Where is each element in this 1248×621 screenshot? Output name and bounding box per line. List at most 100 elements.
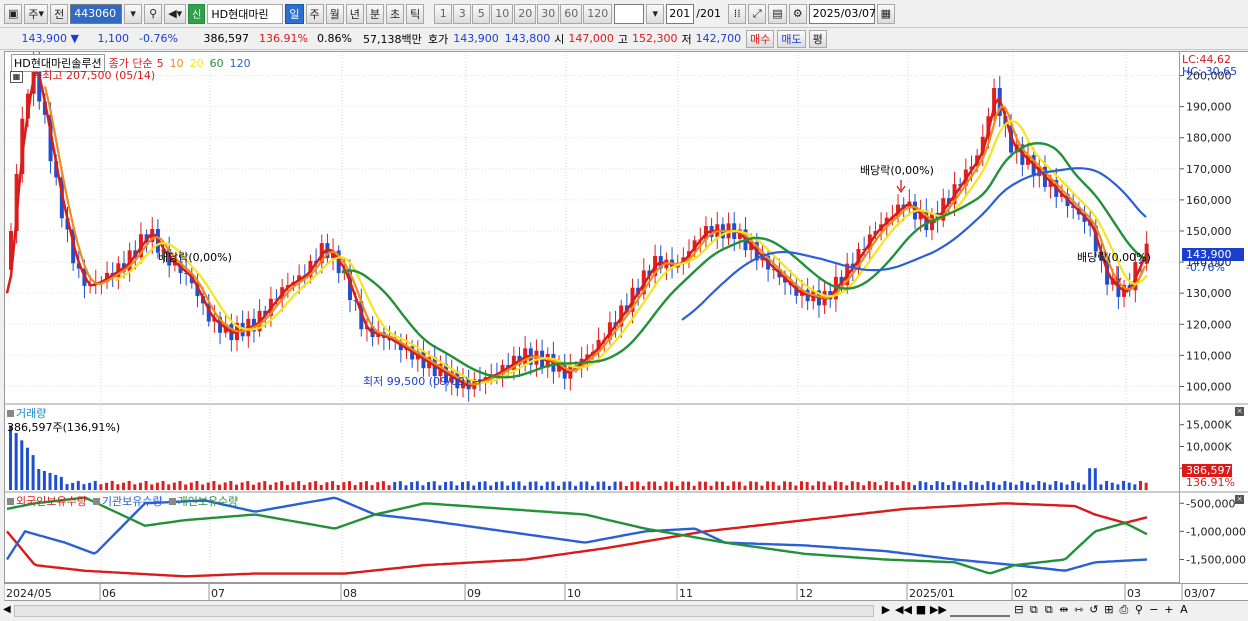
volume-bar: [924, 482, 928, 490]
panel-toggle-icon[interactable]: [7, 498, 14, 505]
interval-120[interactable]: 120: [583, 3, 613, 24]
panel-toggle-icon[interactable]: [92, 498, 100, 505]
volume-bar: [268, 484, 272, 490]
interval-5[interactable]: 5: [472, 3, 491, 24]
high-annotation: ←최고 207,500 (05/14): [33, 69, 156, 82]
grid-icon[interactable]: ⁞⁞: [728, 3, 747, 24]
chart-area[interactable]: HD현대마린솔루션 종가 단순 5 10 20 60 120 ▦ ←최고 207,500…: [4, 51, 1181, 584]
volume-bar: [71, 482, 75, 490]
y-tick-label: 150,000: [1186, 225, 1232, 238]
layout-icon[interactable]: ⊞: [1104, 603, 1114, 616]
volume-bar: [574, 485, 577, 490]
reset-icon[interactable]: ↺: [1089, 603, 1099, 616]
prev-button[interactable]: 전: [50, 3, 69, 24]
tab-0[interactable]: 일: [285, 3, 304, 24]
tab-2[interactable]: 월: [325, 3, 344, 24]
candle-body: [161, 249, 166, 253]
interval-input[interactable]: [614, 3, 645, 24]
volume-bar: [1144, 482, 1148, 490]
interval-3[interactable]: 3: [453, 3, 472, 24]
y-tick-label: 200,000: [1186, 70, 1232, 83]
volume-bar: [336, 485, 340, 490]
volume-bar: [387, 485, 391, 490]
volume-bar: [1076, 482, 1080, 490]
buy-button[interactable]: 매수: [746, 29, 775, 48]
forward-icon[interactable]: ▶▶: [929, 603, 947, 616]
chart-svg[interactable]: [5, 52, 1181, 584]
sell-button[interactable]: 매도: [777, 29, 806, 48]
gear-icon[interactable]: ⚙: [788, 3, 807, 24]
code-dropdown-icon[interactable]: ▾: [124, 3, 143, 24]
date-input[interactable]: 2025/03/07: [808, 3, 876, 24]
interval-60[interactable]: 60: [560, 3, 583, 24]
interval-dropdown-icon[interactable]: ▾: [646, 3, 665, 24]
panel-toggle-icon[interactable]: [7, 410, 14, 417]
eval-button[interactable]: 평: [808, 29, 827, 48]
zoom-icon[interactable]: ⊟: [1014, 603, 1024, 616]
interval-10[interactable]: 10: [491, 3, 514, 24]
volume-bar: [607, 485, 611, 490]
scale-icon[interactable]: ⇹: [1059, 603, 1069, 616]
volume-bar: [992, 482, 996, 490]
compare-icon[interactable]: ⧉: [1044, 603, 1053, 616]
interval-1[interactable]: 1: [434, 3, 453, 24]
tab-4[interactable]: 분: [365, 3, 384, 24]
tab-5[interactable]: 초: [386, 3, 405, 24]
volume-bar: [557, 485, 561, 490]
ma-legend-120: 120: [229, 56, 251, 70]
sound-icon[interactable]: ◀▾: [164, 3, 187, 24]
volume-bar: [783, 481, 787, 490]
volume-bar: [144, 480, 148, 490]
print-icon[interactable]: ⎙: [1119, 603, 1129, 616]
indicator-icon[interactable]: ▦: [10, 71, 23, 83]
scroll-bar-mini[interactable]: [949, 603, 1010, 617]
volume-bar: [766, 481, 770, 490]
calendar-icon[interactable]: ▦: [876, 3, 896, 24]
zoom-in-icon[interactable]: +: [1164, 603, 1174, 616]
candle-body: [195, 283, 200, 297]
legend-institution-label: 기관보유수량: [101, 495, 163, 508]
interval-30[interactable]: 30: [537, 3, 560, 24]
count-input[interactable]: 201: [666, 3, 695, 24]
search-icon[interactable]: ⚲: [1134, 603, 1143, 616]
period-type-select[interactable]: 주 ▾: [24, 3, 49, 24]
search-icon[interactable]: ⚲: [144, 3, 163, 24]
play-icon[interactable]: ▶: [881, 603, 891, 616]
volume-bar: [494, 481, 498, 490]
zoom-out-icon[interactable]: −: [1149, 603, 1159, 616]
fit-icon[interactable]: ⇿: [1074, 603, 1084, 616]
new-badge: 신: [188, 3, 206, 24]
panel-toggle-icon[interactable]: [168, 498, 176, 505]
volume-bar: [658, 486, 662, 490]
draw-icon[interactable]: ⤢: [748, 3, 767, 24]
auto-scale-icon[interactable]: A: [1180, 603, 1188, 616]
volume-tick-label: 10,000K: [1186, 440, 1232, 453]
volume-bar: [794, 485, 798, 490]
candle-body: [184, 272, 189, 274]
tab-1[interactable]: 주: [305, 3, 324, 24]
stop-icon[interactable]: ■: [915, 603, 927, 616]
interval-20[interactable]: 20: [514, 3, 537, 24]
copy-icon[interactable]: ⧉: [1029, 603, 1038, 616]
ma-line-5: [5, 70, 1149, 387]
volume-bar: [743, 485, 747, 490]
volume-bar: [348, 481, 351, 490]
save-icon[interactable]: ▤: [768, 3, 787, 24]
volume-bar: [257, 482, 261, 490]
volume-bar: [913, 485, 916, 490]
volume-bar: [613, 481, 617, 490]
volume-bar: [370, 485, 374, 490]
candle-body: [783, 277, 788, 283]
tab-3[interactable]: 년: [345, 3, 364, 24]
panel-close-icon[interactable]: ×: [1235, 495, 1244, 504]
scroll-left-icon[interactable]: ◀: [3, 604, 11, 615]
stock-code-input[interactable]: 443060: [70, 3, 123, 24]
volume-bar: [195, 480, 199, 490]
panel-close-icon[interactable]: ×: [1235, 407, 1244, 416]
horizontal-scrollbar[interactable]: [14, 605, 874, 617]
tab-6[interactable]: 틱: [406, 3, 425, 24]
window-icon[interactable]: ▣: [4, 3, 23, 24]
volume-bar: [472, 485, 476, 490]
low-annotation: 최저 99,500 (09/09) →: [363, 375, 482, 388]
rewind-icon[interactable]: ◀◀: [895, 603, 912, 616]
